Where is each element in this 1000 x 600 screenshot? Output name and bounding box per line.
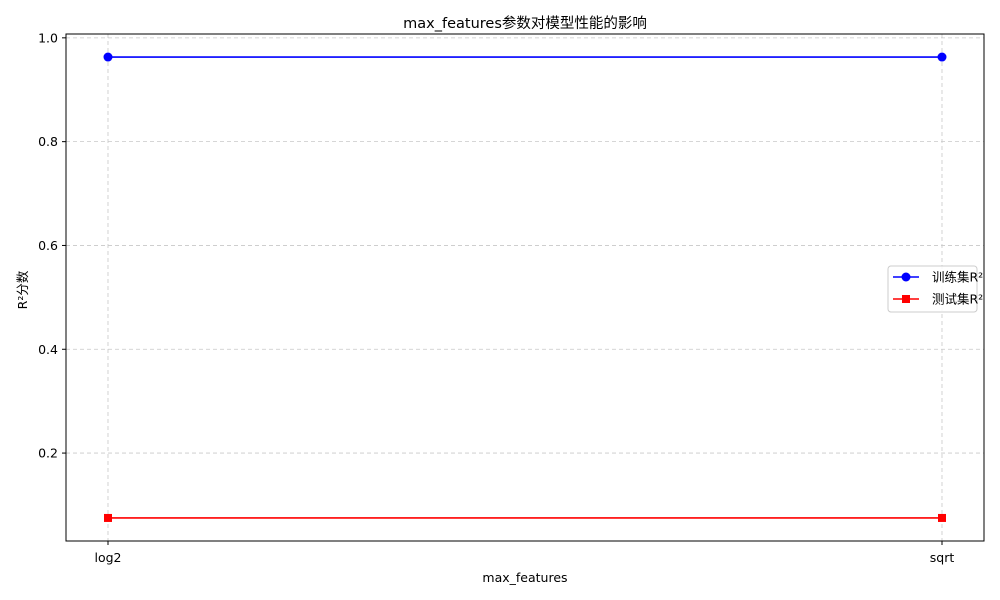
chart-title: max_features参数对模型性能的影响 (403, 15, 647, 32)
series-test (104, 513, 946, 522)
series-layer (103, 52, 947, 522)
x-axis-label: max_features (482, 570, 567, 585)
legend-label: 测试集R² (932, 292, 983, 307)
data-point (938, 513, 946, 522)
x-axis: log2 sqrt (94, 541, 954, 565)
grid (66, 34, 984, 541)
y-axis: 0.2 0.4 0.6 0.8 1.0 (38, 30, 66, 461)
legend-marker (901, 272, 911, 282)
y-axis-label: R²分数 (15, 270, 30, 309)
series-train (103, 52, 947, 62)
data-point (103, 52, 113, 62)
legend: 训练集R² 测试集R² (887, 265, 983, 313)
x-tick-label: sqrt (930, 550, 955, 565)
legend-label: 训练集R² (932, 270, 983, 285)
y-tick-label: 0.4 (38, 342, 58, 357)
legend-marker (902, 295, 910, 303)
x-tick-label: log2 (94, 550, 121, 565)
data-point (937, 52, 947, 62)
y-tick-label: 1.0 (38, 30, 58, 45)
data-point (104, 513, 112, 522)
y-tick-label: 0.8 (38, 134, 58, 149)
y-tick-label: 0.6 (38, 238, 58, 253)
plot-frame (65, 33, 985, 542)
y-tick-label: 0.2 (38, 446, 58, 461)
